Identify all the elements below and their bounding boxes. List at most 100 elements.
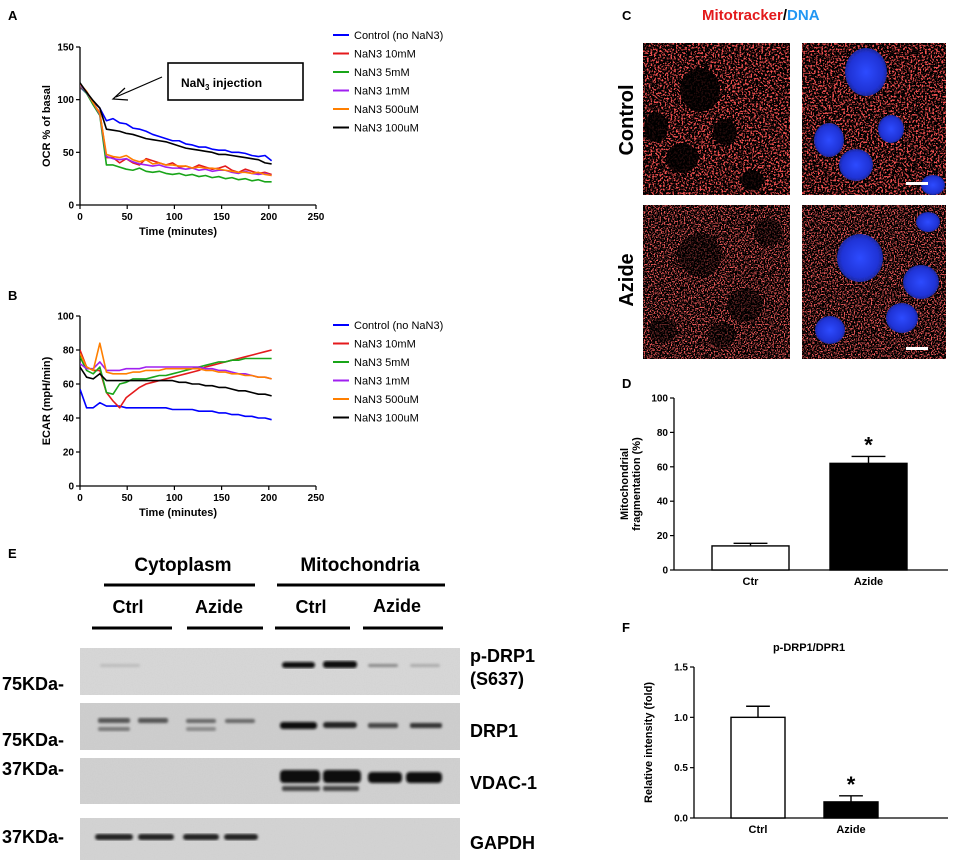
y-tick-label: 100 <box>651 394 668 405</box>
y-tick-label: 20 <box>63 448 75 459</box>
legend-label: NaN3 10mM <box>354 339 416 351</box>
y-tick-label: 40 <box>63 414 75 425</box>
series-lines <box>80 342 272 421</box>
x-tick-label: 100 <box>166 493 183 504</box>
blot-gapdh: 37KDa- GAPDH <box>2 818 535 860</box>
marker-label: 75KDa- <box>2 730 64 750</box>
y-axis-label: ECAR (mpH/min) <box>41 356 53 445</box>
blot-label: VDAC-1 <box>470 773 537 793</box>
blot-vdac1: 37KDa- VDAC-1 <box>2 758 537 804</box>
series-lines <box>80 82 273 183</box>
scale-bar <box>906 347 928 350</box>
legend-label: NaN3 500uM <box>354 104 419 116</box>
legend-label: NaN3 5mM <box>354 357 410 369</box>
marker-label: 37KDa- <box>2 759 64 779</box>
title-separator: / <box>783 7 788 24</box>
series-line-4 <box>80 342 272 380</box>
x-tick-label: 50 <box>122 212 134 223</box>
micrograph-control-merge <box>802 43 946 195</box>
blot-label: GAPDH <box>470 833 535 853</box>
x-tick-label: 200 <box>260 493 277 504</box>
marker-label: 37KDa- <box>2 827 64 847</box>
y-tick-label: 0 <box>68 482 74 493</box>
scale-bar <box>906 182 928 185</box>
panel-label-e: E <box>8 546 17 561</box>
y-tick-label: 1.5 <box>674 663 688 674</box>
panel-label-f: F <box>622 620 630 635</box>
panel-e-western-blot: Cytoplasm Mitochondria Ctrl Azide Ctrl A… <box>2 555 537 860</box>
legend-label: Control (no NaN3) <box>354 30 443 42</box>
y-tick-label: 60 <box>657 462 669 473</box>
panel-label-c: C <box>622 8 632 23</box>
y-tick-label: 40 <box>657 497 669 508</box>
blot-label: DRP1 <box>470 721 518 741</box>
blot-pdrp1: 75KDa- p-DRP1 (S637) <box>2 646 535 695</box>
micrograph-azide-merge <box>802 205 946 359</box>
panel-c-microscopy: Mitotracker/DNA Control Azide <box>616 7 946 359</box>
bar-ctrl <box>730 716 786 819</box>
micrograph-control-mito <box>643 43 790 195</box>
y-tick-label: 100 <box>57 312 74 323</box>
x-tick-label: 250 <box>308 212 325 223</box>
legend-label: NaN3 10mM <box>354 49 416 61</box>
significance-star: * <box>847 772 856 797</box>
marker-label: 75KDa- <box>2 674 64 694</box>
y-tick-label: 150 <box>57 43 74 54</box>
y-tick-label: 0 <box>68 201 74 212</box>
legend-label: NaN3 1mM <box>354 86 410 98</box>
chart-f-pdrp1-ratio: 0.0 0.5 1.0 1.5 p-DRP1/DPR1 Relative intensit… <box>643 642 948 836</box>
category-label: Azide <box>836 824 865 836</box>
legend-label: Control (no NaN3) <box>354 320 443 332</box>
lane-label-3: Ctrl <box>296 597 327 617</box>
y-tick-label: 0.5 <box>674 763 688 774</box>
y-tick-label: 80 <box>657 428 669 439</box>
injection-annotation-text: NaN3 injection <box>181 76 262 92</box>
lane-label-2: Azide <box>195 597 243 617</box>
x-axis-label: Time (minutes) <box>139 507 217 519</box>
injection-annotation: NaN3 injection <box>111 62 304 101</box>
x-axis-label: Time (minutes) <box>139 226 217 238</box>
bar-azide <box>829 462 908 571</box>
row-label-azide: Azide <box>616 253 638 306</box>
y-axis-label: OCR % of basal <box>41 85 53 167</box>
y-tick-label: 1.0 <box>674 713 688 724</box>
chart-b-ecar: 0 20 40 60 80 100 0 50 100 150 200 250 Time (minutes… <box>41 312 443 520</box>
series-line-1 <box>80 349 272 409</box>
group-label-mitochondria: Mitochondria <box>300 555 420 576</box>
y-tick-label: 0 <box>662 566 668 577</box>
chart-a-ocr: 0 50 100 150 0 50 100 150 200 250 Time (minutes) OC… <box>41 30 443 238</box>
dna-label: DNA <box>787 7 820 24</box>
legend-label: NaN3 100uM <box>354 123 419 135</box>
legend-label: NaN3 5mM <box>354 67 410 79</box>
group-label-cytoplasm: Cytoplasm <box>134 555 231 576</box>
legend-label: NaN3 500uM <box>354 394 419 406</box>
x-tick-label: 100 <box>166 212 183 223</box>
lane-label-1: Ctrl <box>113 597 144 617</box>
injection-arrow <box>115 76 163 98</box>
y-tick-label: 60 <box>63 380 75 391</box>
series-line-5 <box>80 82 272 165</box>
y-axis-label: Mitochondrialfragmentation (%) <box>619 437 643 531</box>
series-line-0 <box>80 388 272 421</box>
y-tick-label: 0.0 <box>674 814 688 825</box>
x-tick-label: 150 <box>213 493 230 504</box>
chart-d-fragmentation: 0 20 40 60 80 100 Mitochondrialfragmentation (… <box>619 394 948 588</box>
lane-label-4: Azide <box>373 596 421 616</box>
series-line-2 <box>80 85 272 183</box>
category-label: Azide <box>854 576 883 588</box>
microscopy-title: Mitotracker/DNA <box>702 7 820 24</box>
x-tick-label: 150 <box>213 212 230 223</box>
y-tick-label: 20 <box>657 531 669 542</box>
series-line-5 <box>80 366 272 397</box>
series-line-4 <box>80 83 272 177</box>
bar-azide <box>823 801 879 819</box>
panel-label-a: A <box>8 8 18 23</box>
blot-drp1: 75KDa- DRP1 <box>2 703 518 750</box>
series-line-0 <box>80 86 273 162</box>
legend-label: NaN3 1mM <box>354 376 410 388</box>
x-tick-label: 200 <box>260 212 277 223</box>
y-tick-label: 100 <box>57 95 74 106</box>
blot-label-line2: (S637) <box>470 669 524 689</box>
series-line-2 <box>80 356 272 396</box>
